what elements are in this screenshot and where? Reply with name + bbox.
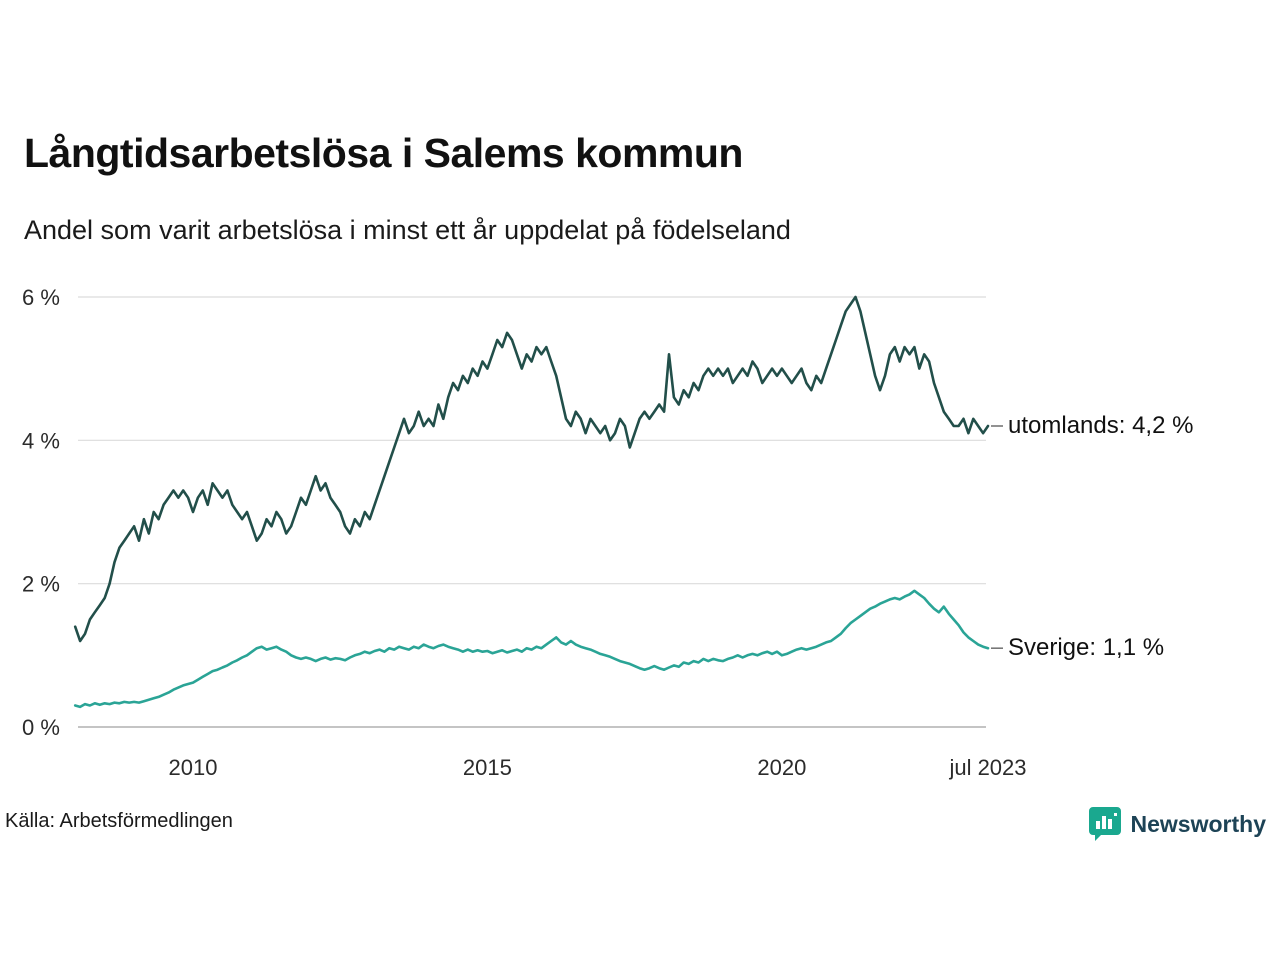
brand-logo: Newsworthy	[1088, 806, 1266, 842]
series-line-utomlands	[73, 295, 990, 643]
y-tick-label: 2 %	[22, 572, 60, 597]
brand-name: Newsworthy	[1130, 810, 1266, 837]
y-tick-label: 4 %	[22, 428, 60, 453]
series-label-sverige: Sverige: 1,1 %	[1008, 634, 1165, 662]
chart-title: Långtidsarbetslösa i Salems kommun	[24, 130, 743, 176]
bar-chart-badge-icon	[1088, 807, 1121, 841]
source-attribution: Källa: Arbetsförmedlingen	[5, 810, 233, 832]
x-tick-label: 2020	[757, 755, 806, 780]
series-label-utomlands: utomlands: 4,2 %	[1008, 411, 1194, 439]
x-tick-label: jul 2023	[948, 755, 1026, 780]
x-tick-label: 2010	[169, 755, 218, 780]
y-tick-label: 0 %	[22, 715, 60, 740]
series-line-Sverige	[73, 589, 990, 709]
y-tick-label: 6 %	[22, 285, 60, 310]
line-chart: 0 % 2 % 4 % 6 % 2010 2015 2020 jul 2023	[22, 285, 1027, 780]
x-tick-label: 2015	[463, 755, 512, 780]
chart-subtitle: Andel som varit arbetslösa i minst ett å…	[24, 215, 791, 245]
